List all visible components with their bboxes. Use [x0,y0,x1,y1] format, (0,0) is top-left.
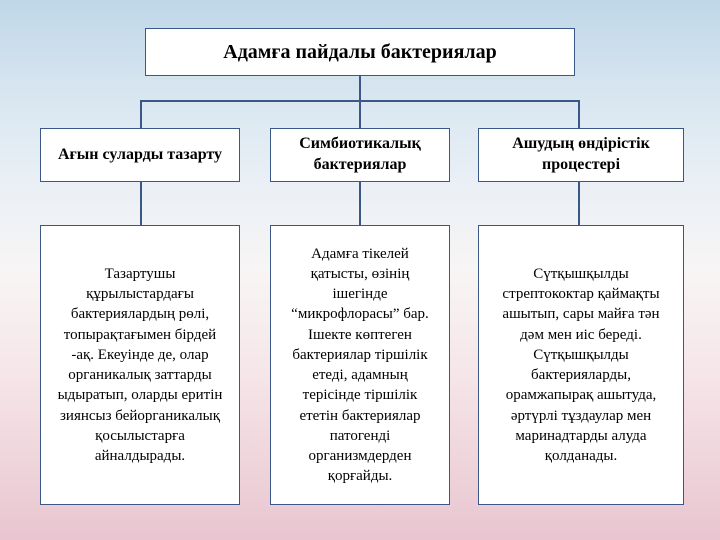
heading-text-1: Ағын суларды тазарту [58,145,222,166]
connector-line [140,182,142,225]
diagram-title-text: Адамға пайдалы бактериялар [223,41,496,64]
connector-line [578,182,580,225]
diagram-title: Адамға пайдалы бактериялар [145,28,575,76]
heading-box-1: Ағын суларды тазарту [40,128,240,182]
heading-text-3: Ашудың өндірістік процестері [489,134,673,176]
connector-line [578,100,580,128]
connector-line [359,100,361,128]
body-text-2: Адамға тікелей қатысты, өзінің ішегінде … [283,244,437,487]
body-box-3: Сүтқышқылды стрептококтар қаймақты ашыты… [478,225,684,505]
body-text-1: Тазартушы құрылыстардағы бактериялардың … [53,264,227,467]
heading-text-2: Симбиотикалық бактериялар [281,134,439,176]
heading-box-2: Симбиотикалық бактериялар [270,128,450,182]
heading-box-3: Ашудың өндірістік процестері [478,128,684,182]
body-text-3: Сүтқышқылды стрептококтар қаймақты ашыты… [491,264,671,467]
connector-line [140,100,142,128]
body-box-1: Тазартушы құрылыстардағы бактериялардың … [40,225,240,505]
body-box-2: Адамға тікелей қатысты, өзінің ішегінде … [270,225,450,505]
connector-line [359,76,361,100]
connector-line [359,182,361,225]
